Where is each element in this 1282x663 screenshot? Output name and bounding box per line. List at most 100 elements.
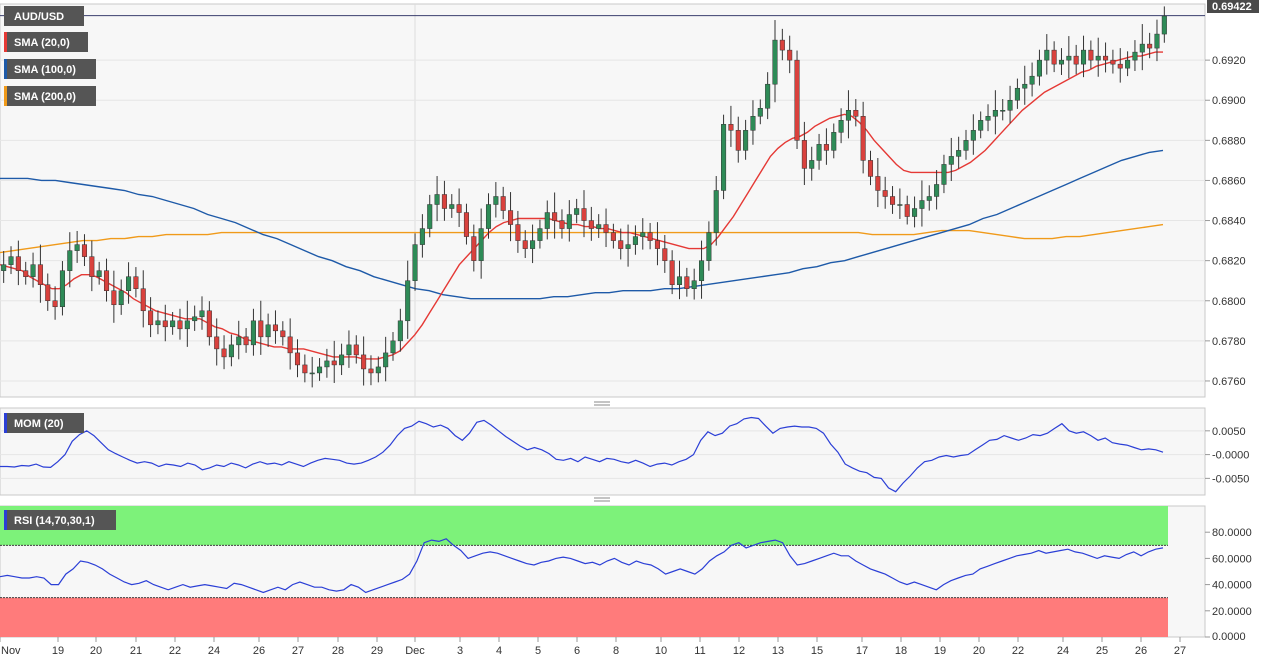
candle-bull (118, 279, 124, 315)
candle-bear (1110, 49, 1116, 74)
x-tick-label: 26 (1135, 645, 1147, 657)
candle-bear (581, 190, 587, 238)
candle-body (934, 184, 940, 197)
candle-bull (250, 308, 256, 356)
candle-body (353, 344, 359, 356)
legend-sma20[interactable]: SMA (20,0) (4, 32, 88, 52)
candle-bear (111, 270, 117, 323)
candle-bear (618, 228, 624, 260)
candle-bear (353, 335, 359, 364)
candle-body (919, 200, 925, 209)
y-tick-label: 80.0000 (1212, 527, 1252, 539)
main-panel[interactable] (0, 3, 1206, 398)
candle-body (162, 320, 168, 328)
candle-body (1007, 99, 1013, 111)
x-tick-label: 8 (613, 645, 619, 657)
candle-body (89, 256, 95, 277)
candle-bear (522, 230, 528, 259)
candle-bear (361, 336, 367, 386)
candle-bear (456, 188, 462, 227)
candle-body (632, 236, 638, 245)
candle-body (581, 208, 587, 221)
legend-sma200[interactable]: SMA (200,0) (4, 86, 96, 106)
candle-bear (258, 300, 264, 355)
legend-audusd[interactable]: AUD/USD (4, 6, 84, 26)
candle-bear (148, 297, 154, 338)
candle-bull (765, 72, 771, 120)
candle-bear (89, 240, 95, 292)
x-tick-label: 27 (1174, 645, 1186, 657)
candle-bear (272, 310, 278, 344)
candle-bull (1058, 48, 1065, 75)
candle-body (397, 320, 403, 342)
panel-splitter-handle[interactable] (594, 497, 610, 502)
candle-body (559, 220, 565, 229)
candle-bear (1051, 41, 1057, 73)
x-tick-label: 29 (371, 645, 383, 657)
candle-body (735, 130, 741, 151)
candle-body (155, 320, 161, 326)
candle-bull (757, 99, 763, 125)
candle-body (1117, 63, 1123, 69)
candle-bull (485, 193, 492, 239)
sma200-swatch (4, 86, 7, 106)
y-tick-label: 0.6900 (1212, 95, 1246, 107)
x-tick-label: 10 (655, 645, 667, 657)
candle-bear (1147, 32, 1153, 59)
candle-body (522, 240, 528, 249)
candle-body (441, 194, 447, 209)
candle-bear (1088, 40, 1094, 69)
candle-body (140, 288, 146, 312)
candle-body (148, 310, 154, 326)
x-tick-label: 20 (973, 645, 985, 657)
candle-body (654, 240, 660, 249)
candle-bull (59, 261, 65, 316)
candle-bull (419, 214, 425, 258)
candle-body (963, 140, 969, 151)
candle-body (713, 190, 719, 233)
candle-body (765, 83, 771, 109)
candle-body (280, 330, 286, 338)
candle-body (1073, 55, 1079, 65)
candle-bear (37, 244, 43, 303)
candle-body (118, 290, 124, 306)
candle-body (427, 204, 433, 229)
panel-splitter-handle[interactable] (594, 401, 610, 406)
rsi-overbought-zone (0, 506, 1168, 546)
candle-body (625, 244, 631, 249)
candle-bull (963, 129, 969, 160)
candle-bear (287, 318, 293, 370)
candle-body (15, 256, 21, 271)
candle-bull (30, 252, 36, 288)
candle-bull (1125, 51, 1131, 77)
candle-body (757, 108, 763, 117)
legend-rsi[interactable]: RSI (14,70,30,1) (4, 510, 116, 530)
candle-body (1, 264, 7, 271)
candle-bear (133, 267, 139, 298)
candle-body (37, 264, 43, 285)
candle-bear (471, 224, 477, 272)
candle-body (794, 59, 800, 141)
candle-bear (500, 186, 506, 220)
candle-bull (699, 240, 705, 299)
candle-body (324, 360, 330, 368)
candle-body (383, 352, 389, 368)
candle-bear (52, 286, 58, 320)
candle-bear (15, 240, 21, 286)
candle-bull (632, 225, 638, 255)
candle-body (544, 212, 550, 229)
candle-bear (787, 35, 793, 74)
x-tick-label: 26 (253, 645, 265, 657)
x-tick-label: 12 (733, 645, 745, 657)
candle-bull (978, 111, 984, 139)
candle-bull (1000, 99, 1006, 121)
candle-body (250, 320, 256, 346)
candle-bear (214, 318, 220, 366)
candle-body (684, 276, 690, 289)
candle-bear (1117, 48, 1123, 83)
sma200-line (0, 223, 1164, 254)
legend-mom[interactable]: MOM (20) (4, 413, 84, 433)
x-tick-label: 15 (811, 645, 823, 657)
mom-panel[interactable] (0, 407, 1206, 496)
legend-sma100[interactable]: SMA (100,0) (4, 59, 96, 79)
